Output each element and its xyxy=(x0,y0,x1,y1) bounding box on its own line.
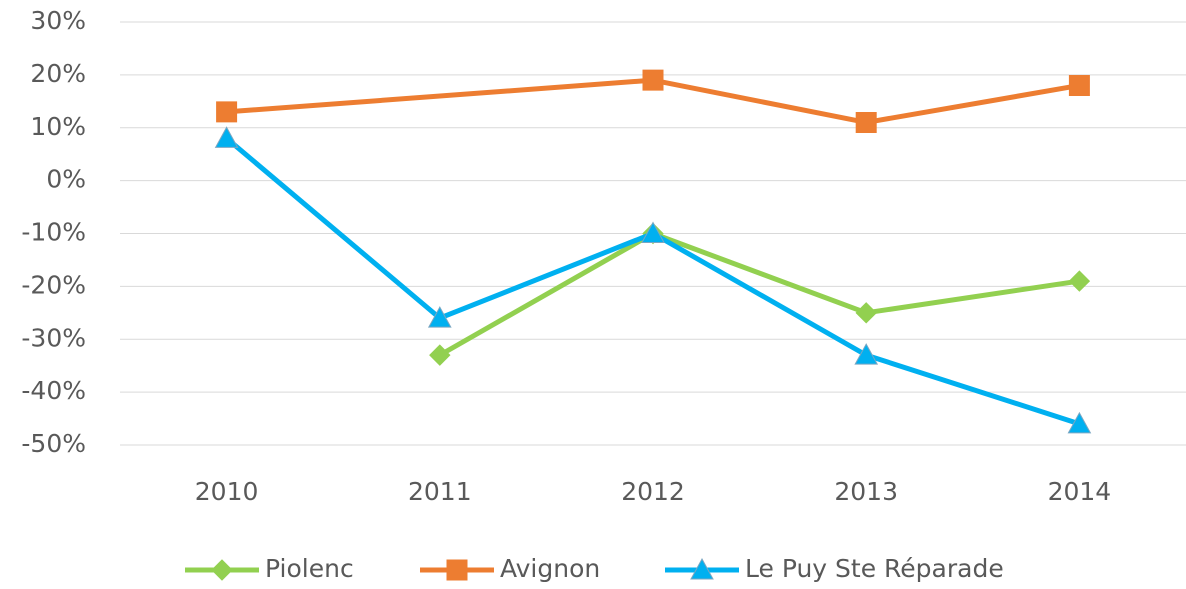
y-tick-label: 0% xyxy=(46,165,86,194)
y-tick-label: -10% xyxy=(21,218,86,247)
y-tick-label: 10% xyxy=(30,112,86,141)
data-point xyxy=(1068,270,1091,292)
data-point xyxy=(1068,74,1090,96)
gap-connector xyxy=(226,77,654,115)
y-tick-label: -20% xyxy=(21,270,86,299)
data-point xyxy=(855,302,877,324)
data-point xyxy=(429,344,451,366)
data-point xyxy=(214,126,239,148)
y-tick-label: 20% xyxy=(30,59,86,88)
x-tick-label: 2010 xyxy=(195,477,259,506)
x-tick-label: 2011 xyxy=(408,477,472,506)
data-point xyxy=(855,111,877,133)
legend-label: Le Puy Ste Réparade xyxy=(745,554,1004,583)
legend-marker xyxy=(690,557,714,580)
y-tick-label: -50% xyxy=(21,429,86,458)
legend-marker xyxy=(211,559,233,581)
series-line xyxy=(224,136,1081,427)
legend-marker xyxy=(446,559,468,581)
data-point xyxy=(854,343,879,365)
data-point xyxy=(642,69,664,91)
y-tick-label: -30% xyxy=(21,323,86,352)
data-point xyxy=(427,306,452,328)
legend-label: Avignon xyxy=(500,554,600,583)
x-tick-label: 2012 xyxy=(621,477,685,506)
data-point xyxy=(1067,411,1092,434)
x-tick-label: 2014 xyxy=(1048,477,1112,506)
y-tick-label: -40% xyxy=(21,376,86,405)
data-point xyxy=(641,221,665,243)
legend-label: Piolenc xyxy=(265,554,354,583)
x-tick-label: 2013 xyxy=(834,477,898,506)
series-line xyxy=(438,231,1080,358)
data-point xyxy=(216,101,238,123)
y-tick-label: 30% xyxy=(30,6,86,35)
